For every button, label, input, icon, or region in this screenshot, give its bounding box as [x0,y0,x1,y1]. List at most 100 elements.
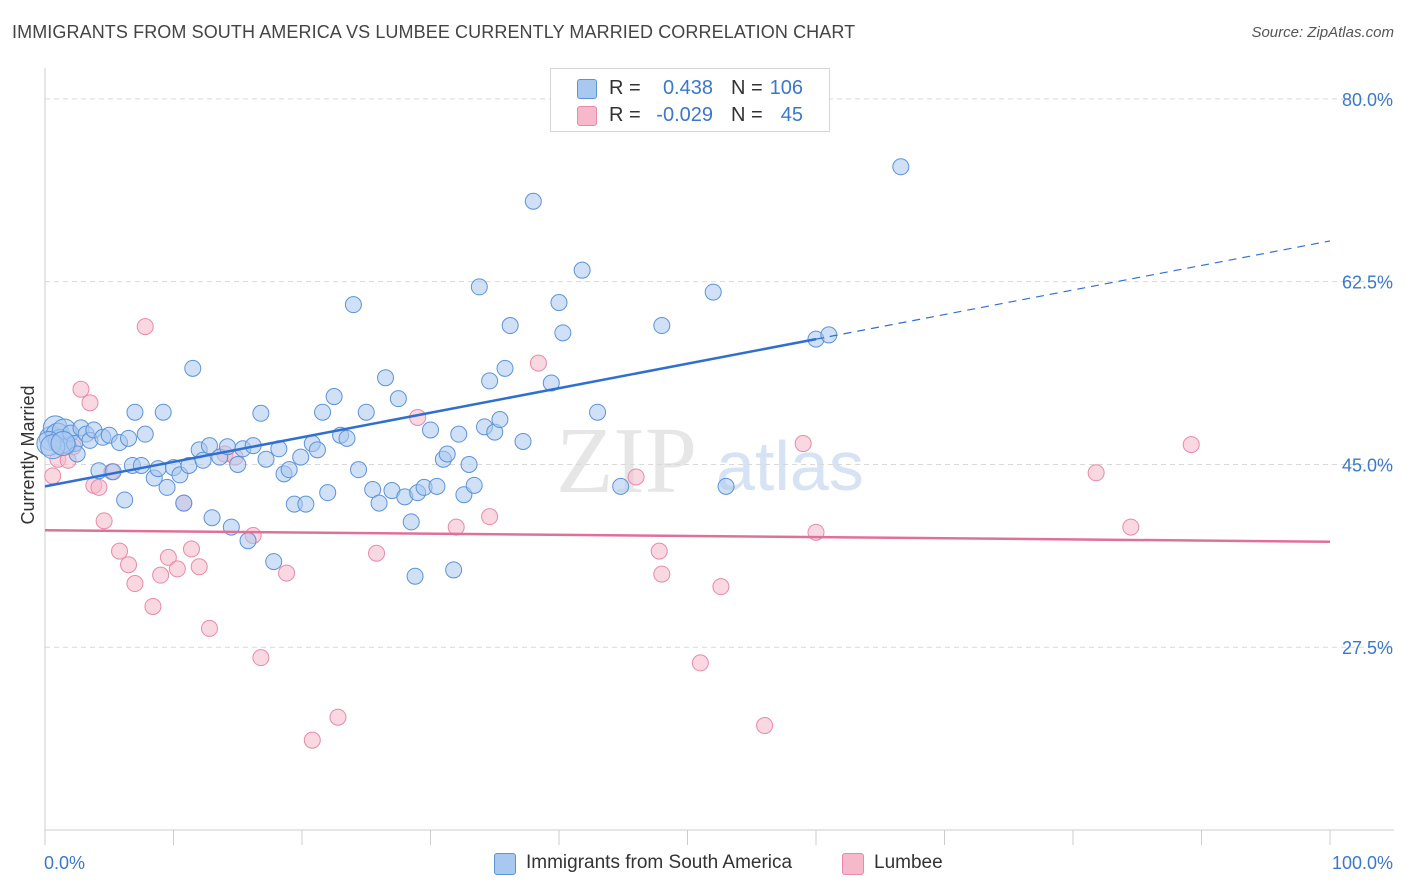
lumbee-point [72,380,90,398]
lumbee-point [90,478,108,496]
legend-r-value: 0.438 [662,77,713,99]
south-america-point [175,494,193,512]
south-america-point [422,421,439,439]
south-america-point [297,495,315,513]
south-america-point [203,509,221,527]
south-america-point [370,494,388,512]
y-tick-label: 62.5% [1342,273,1393,293]
lumbee-point [1182,436,1200,454]
bottom-legend-label: Lumbee [874,852,943,873]
south-america-point [501,317,519,335]
south-america-point [325,388,343,406]
south-america-point [496,359,514,377]
legend-swatch-pink [577,106,597,126]
south-america-point [450,425,468,443]
legend-n-label: N = [731,104,763,126]
lumbee-point [190,558,208,576]
lumbee-point [529,354,547,372]
legend-r-value: -0.029 [656,104,713,126]
legend-row-south-america: R = 0.438 N = 106 [551,75,829,101]
lumbee-point [111,542,129,560]
bottom-legend-label: Immigrants from South America [526,852,793,873]
lumbee-point [794,435,812,453]
south-america-point [319,484,337,502]
south-america-point [428,477,446,495]
south-america-point [280,461,298,479]
south-america-point [308,441,326,459]
lumbee-point [481,508,499,526]
lumbee-point [278,564,296,582]
south-america-point [239,532,257,550]
south-america-point [389,390,407,408]
lumbee-point [81,394,99,412]
lumbee-point [144,597,162,615]
south-america-point [406,567,424,585]
south-america-point [338,429,356,447]
south-america-point [589,403,607,421]
correlation-legend: R = 0.438 N = 106 R = -0.029 N = 45 [550,68,830,132]
lumbee-point [44,467,62,485]
south-america-point [491,411,509,429]
lumbee-point [368,544,386,562]
legend-r-label: R = [609,77,641,99]
lumbee-point [182,540,200,558]
lumbee-point [653,565,671,583]
lumbee-point [1087,464,1105,482]
x-tick-label-min: 0.0% [44,853,85,873]
legend-row-lumbee: R = -0.029 N = 45 [551,102,829,128]
bottom-legend-swatch-blue [494,853,516,875]
lumbee-point [252,649,270,667]
south-america-point [344,296,362,314]
south-america-point [514,432,532,450]
south-america-point [292,448,310,466]
lumbee-point [691,654,709,672]
south-america-point [481,372,499,390]
south-america-point [542,374,560,392]
source-label: Source: ZipAtlas.com [1251,24,1394,41]
lumbee-point [303,731,321,749]
lumbee-point [200,619,218,637]
south-america-point [136,425,154,443]
legend-n-value: 106 [769,77,803,99]
south-america-point [717,477,735,495]
south-america-point [350,461,368,479]
lumbee-point [95,512,113,530]
south-america-point [820,326,838,344]
south-america-point [402,513,420,531]
south-america-point [438,445,456,463]
south-america-point [357,403,375,421]
south-america-point [445,561,463,579]
south-america-point [154,403,172,421]
lumbee-point [329,708,347,726]
lumbee-point [627,468,645,486]
lumbee-point [136,318,154,336]
south-america-point [573,261,591,279]
y-tick-label: 45.0% [1342,455,1393,475]
south-america-point [314,403,332,421]
south-america-point [524,192,542,210]
south-america-point [229,455,247,473]
lumbee-trend-line [44,528,1331,543]
y-tick-label: 27.5% [1342,638,1393,658]
south-america-point [257,450,275,468]
south-america-point [465,476,483,494]
trend-lines [44,240,1331,543]
lumbee-point [712,578,730,596]
watermark-atlas: atlas [716,427,864,505]
south-america-point [554,324,572,342]
south-america-point [252,404,270,422]
south-america-point [120,429,138,447]
chart-title: IMMIGRANTS FROM SOUTH AMERICA VS LUMBEE … [12,22,856,42]
south-america-point [158,478,176,496]
lumbee-point [1122,518,1140,536]
south-america-point [460,455,478,473]
bottom-legend-swatch-pink [842,853,864,875]
south-america-point [184,359,202,377]
lumbee-point [152,566,170,584]
legend-swatch-blue [577,79,597,99]
lumbee-point [126,575,144,593]
gridlines [45,98,1394,648]
legend-n-label: N = [731,77,763,99]
south-america-point [132,456,150,474]
